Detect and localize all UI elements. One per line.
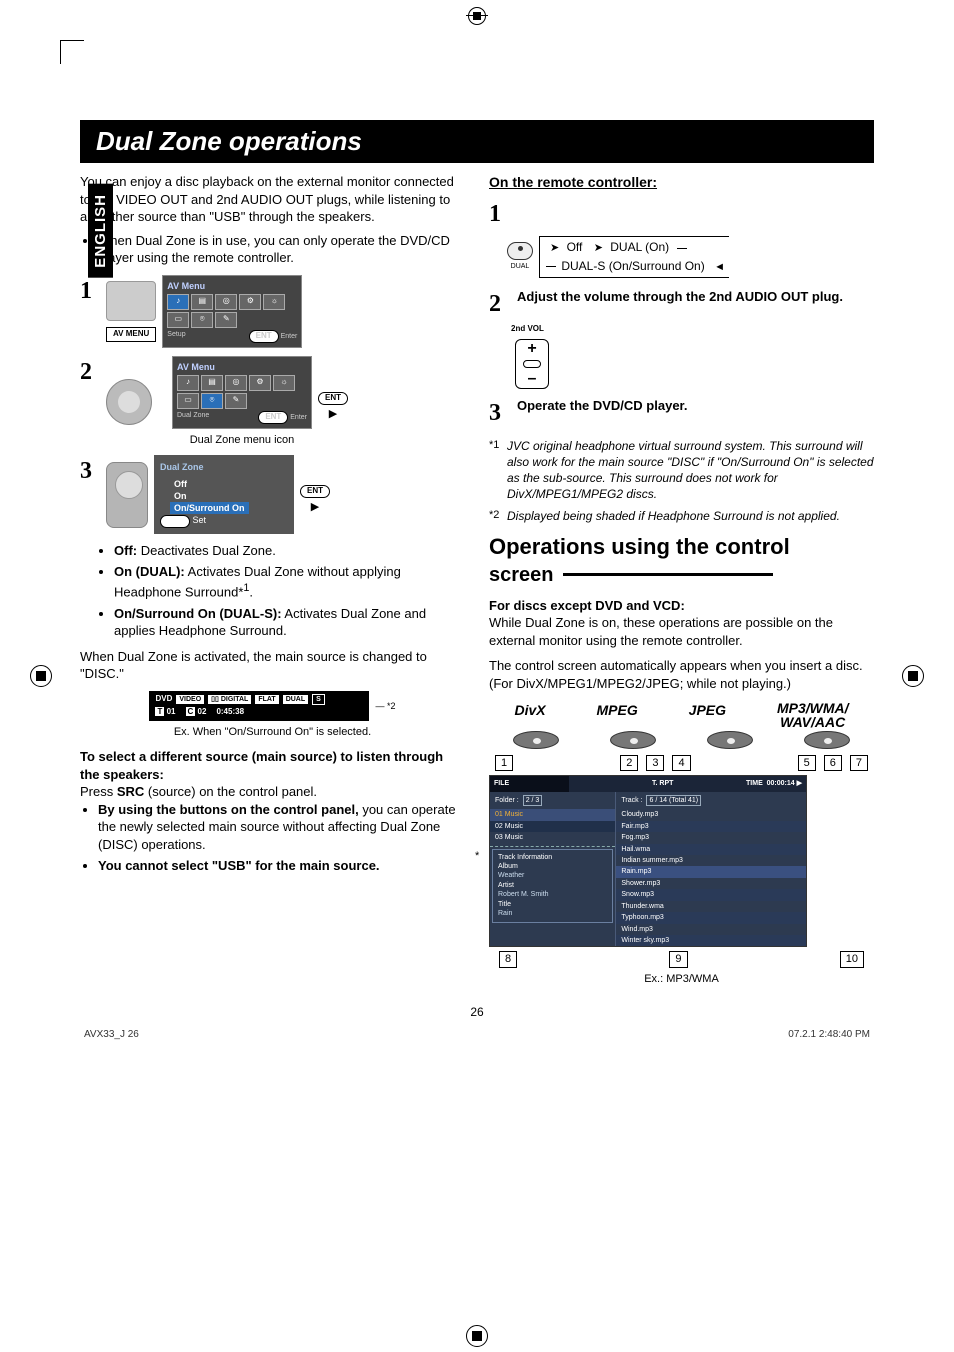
vol-plus-icon[interactable]: +	[527, 341, 536, 357]
ent-button[interactable]: ENT	[318, 392, 348, 405]
page-title: Dual Zone operations	[80, 120, 874, 163]
r-step-1-number: 1	[489, 198, 501, 230]
different-source-heading: To select a different source (main sourc…	[80, 748, 465, 783]
control-screen-diagram: FILE T. RPT TIME 00:00:14 ▶ Folder : 2 /…	[489, 775, 807, 947]
footer-left: AVX33_J 26	[84, 1029, 139, 1040]
lcd-caption: Ex. When "On/Surround On" is selected.	[80, 725, 465, 740]
step-2-number: 2	[80, 356, 92, 388]
r-step-3-text: Operate the DVD/CD player.	[517, 397, 688, 415]
section-heading-line2: screen	[489, 562, 554, 589]
step-3-number: 3	[80, 455, 92, 487]
heading-rule	[563, 573, 773, 576]
format-labels: DivX MPEG JPEG MP3/WMA/ WAV/AAC	[489, 701, 874, 729]
device-icon	[106, 281, 156, 321]
footer-right: 07.2.1 2:48:40 PM	[788, 1029, 870, 1040]
r-step-3-number: 3	[489, 397, 501, 429]
vol2-button[interactable]: + –	[515, 339, 549, 389]
discs-para-1: While Dual Zone is on, these operations …	[489, 614, 874, 649]
vol-minus-icon[interactable]: –	[528, 371, 537, 387]
option-on-surround: On/Surround On (DUAL-S): Activates Dual …	[114, 605, 465, 640]
r-step-2-number: 2	[489, 288, 501, 320]
step-1-number: 1	[80, 275, 92, 307]
registration-mark-right	[902, 665, 924, 687]
av-menu-screen-1: AV Menu ♪▤◎⚙ ☼▭⌾✎ Setup ENT Enter	[162, 275, 302, 348]
side-star: *	[475, 849, 479, 864]
lcd-star2-ref: — *2	[375, 700, 395, 712]
intro-bullet: When Dual Zone is in use, you can only o…	[98, 232, 465, 267]
registration-mark-top	[466, 5, 488, 27]
remote-icon	[106, 462, 148, 528]
ent-button-2[interactable]: ENT	[300, 485, 330, 498]
footnote-2: *2 Displayed being shaded if Headphone S…	[489, 508, 874, 524]
intro-text: You can enjoy a disc playback on the ext…	[80, 173, 465, 226]
vol2-label: 2nd VOL	[511, 324, 874, 335]
footnote-1: *1 JVC original headphone virtual surrou…	[489, 438, 874, 503]
bullet-cannot-usb: You cannot select "USB" for the main sou…	[98, 857, 465, 875]
disc-icon	[610, 731, 656, 749]
r-step-2-text: Adjust the volume through the 2nd AUDIO …	[517, 288, 874, 306]
remote-heading: On the remote controller:	[489, 173, 874, 192]
jog-wheel-icon	[106, 379, 152, 425]
dual-button-icon[interactable]	[507, 242, 533, 260]
bullet-by-using: By using the buttons on the control pane…	[98, 801, 465, 854]
dual-cycle-diagram: DUAL Off DUAL (On) DUAL-S (On/Surround O…	[507, 236, 874, 278]
registration-mark-left	[30, 665, 52, 687]
activated-note: When Dual Zone is activated, the main so…	[80, 648, 465, 683]
option-off: Off: Deactivates Dual Zone.	[114, 542, 465, 560]
disc-icon	[513, 731, 559, 749]
callouts-bottom: 8 9 10	[489, 951, 874, 968]
disc-icon	[707, 731, 753, 749]
disc-icons-row	[489, 731, 874, 749]
discs-para-2: The control screen automatically appears…	[489, 657, 874, 692]
av-menu-button[interactable]: AV MENU	[106, 327, 156, 342]
dual-zone-option-screen: Dual Zone Off On On/Surround On ENT Set	[154, 455, 294, 533]
callouts-top: 1 2 3 4 5 6 7	[489, 755, 874, 772]
registration-mark-bottom	[466, 1325, 488, 1347]
press-src-line: Press SRC (source) on the control panel.	[80, 783, 465, 801]
ent-arrow-icon-2: ENT ▶	[300, 485, 330, 515]
option-on: On (DUAL): Activates Dual Zone without a…	[114, 563, 465, 600]
language-tab: ENGLISH	[88, 184, 113, 278]
ent-arrow-icon: ENT ▶	[318, 392, 348, 422]
av-menu-screen-2: AV Menu ♪▤◎⚙ ☼▭⌾✎ Dual Zone ENT Enter	[172, 356, 312, 429]
lcd-display: DVD VIDEO ▯▯ DIGITAL FLAT DUAL S T 01 C …	[149, 691, 369, 721]
page-number: 26	[80, 1005, 874, 1019]
control-screen-caption: Ex.: MP3/WMA	[489, 972, 874, 987]
section-heading-line1: Operations using the control	[489, 534, 874, 559]
disc-icon	[804, 731, 850, 749]
discs-except-heading: For discs except DVD and VCD:	[489, 597, 874, 615]
dual-zone-caption: Dual Zone menu icon	[172, 433, 312, 448]
vol-center-icon	[523, 360, 541, 368]
